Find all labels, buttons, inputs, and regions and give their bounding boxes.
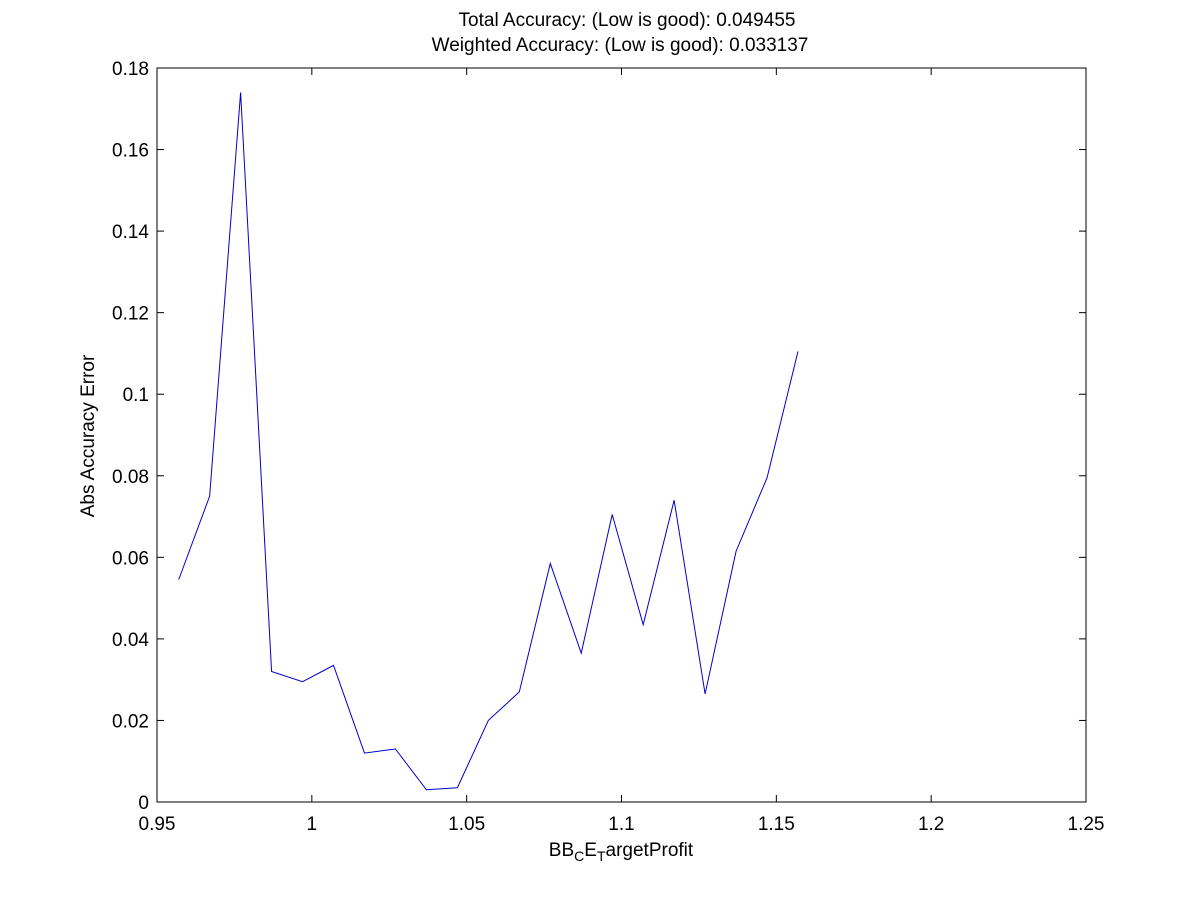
x-axis-label-part: argetProfit: [606, 840, 694, 861]
y-axis-label: Abs Accuracy Error: [78, 354, 99, 517]
y-tick-labels: 0 0.02 0.04 0.06 0.08 0.1 0.12 0.14 0.16 0.18: [112, 59, 149, 814]
x-tick-labels: 0.95 1 1.05 1.1 1.15 1.2 1.25: [139, 814, 1105, 835]
series-line: [178, 92, 799, 791]
x-tick-label: 1.1: [608, 814, 634, 835]
series-layer: [178, 92, 799, 791]
y-tick-label: 0.12: [112, 304, 149, 325]
y-tick-label: 0.16: [112, 141, 149, 162]
x-axis-label-subscript: C: [574, 848, 584, 864]
plot-area: [156, 67, 1087, 803]
x-tick-label: 1.25: [1068, 814, 1105, 835]
x-tick-label: 0.95: [139, 814, 176, 835]
x-axis-label-part: BB: [549, 840, 574, 861]
x-tick-label: 1.2: [918, 814, 944, 835]
x-tick-label: 1.05: [448, 814, 485, 835]
y-tick-label: 0.06: [112, 548, 149, 569]
chart-title-line-1: Total Accuracy: (Low is good): 0.049455: [459, 10, 796, 31]
x-axis-label-part: E: [584, 840, 597, 861]
x-axis-label: BBCETargetProfit: [549, 840, 694, 864]
x-axis-label-subscript: T: [597, 848, 606, 864]
x-tick-label: 1: [307, 814, 318, 835]
y-tick-label: 0.14: [112, 222, 149, 243]
y-tick-label: 0: [138, 793, 149, 814]
y-tick-label: 0.1: [123, 385, 149, 406]
tick-marks: [156, 67, 1087, 803]
y-tick-label: 0.08: [112, 467, 149, 488]
x-tick-label: 1.15: [758, 814, 795, 835]
y-tick-label: 0.18: [112, 59, 149, 80]
chart-title-line-2: Weighted Accuracy: (Low is good): 0.0331…: [432, 35, 809, 56]
y-tick-label: 0.04: [112, 630, 149, 651]
y-tick-label: 0.02: [112, 711, 149, 732]
